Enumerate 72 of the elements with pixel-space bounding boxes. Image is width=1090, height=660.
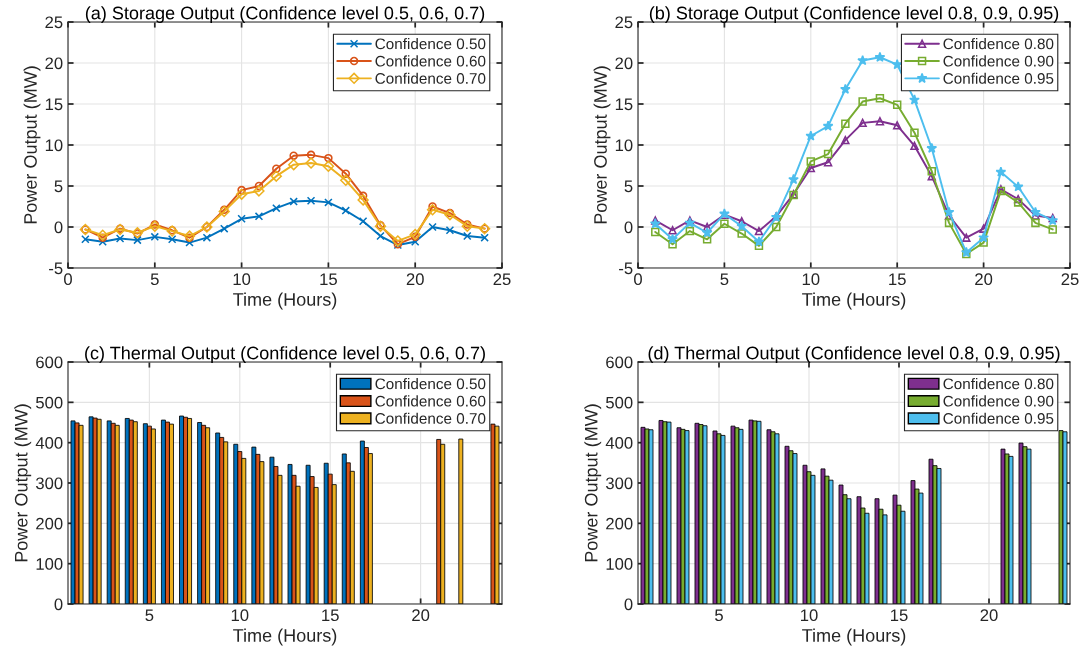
x-tick-label: 15 — [889, 273, 906, 286]
x-tick-label: 15 — [320, 273, 337, 286]
x-tick-label: 15 — [891, 609, 908, 622]
legend-label: Confidence 0.90 — [943, 395, 1054, 407]
chart-title: (b) Storage Output (Confidence level 0.8, 0.9, 0.95) — [649, 6, 1059, 23]
y-tick-label: 600 — [36, 356, 63, 369]
y-tick-label: 300 — [605, 477, 633, 490]
legend-label: Confidence 0.80 — [943, 378, 1054, 390]
x-tick-label: 5 — [720, 273, 729, 286]
y-tick-label: 500 — [36, 396, 63, 409]
legend-label: Confidence 0.80 — [943, 38, 1054, 50]
x-tick-label: 20 — [412, 609, 430, 622]
legend-label: Confidence 0.50 — [375, 38, 486, 50]
y-tick-label: 0 — [54, 221, 63, 234]
legend-label: Confidence 0.95 — [943, 72, 1054, 84]
x-tick-label: 25 — [493, 273, 511, 286]
x-axis-title: Time (Hours) — [233, 292, 337, 310]
y-tick-label: 400 — [605, 437, 633, 449]
chart-title: (a) Storage Output (Confidence level 0.5, 0.6, 0.7) — [85, 6, 485, 23]
x-tick-label: 15 — [322, 609, 339, 622]
y-tick-label: 10 — [615, 139, 633, 152]
y-tick-label: 5 — [54, 180, 63, 193]
x-axis-title: Time (Hours) — [802, 628, 906, 646]
y-tick-label: 300 — [35, 477, 63, 490]
y-tick-label: 5 — [624, 180, 633, 193]
x-axis-title: Time (Hours) — [802, 292, 906, 310]
legend-label: Confidence 0.70 — [375, 412, 486, 424]
y-axis-title: Power Output (MW) — [23, 66, 41, 224]
x-tick-label: 10 — [802, 273, 820, 286]
legend-label: Confidence 0.60 — [375, 55, 486, 67]
y-tick-label: 500 — [606, 396, 633, 409]
y-tick-label: 0 — [624, 221, 633, 234]
y-tick-label: 0 — [54, 598, 63, 611]
chart-title: (d) Thermal Output (Confidence level 0.8, 0.9, 0.95) — [648, 346, 1060, 363]
y-tick-label: 25 — [615, 16, 633, 29]
y-axis-title: Power Output (MW) — [593, 66, 611, 224]
y-axis-title: Power Output (MW) — [584, 404, 602, 562]
x-tick-label: 0 — [64, 273, 72, 286]
x-tick-label: 5 — [145, 609, 154, 622]
chart-title: (c) Thermal Output (Confidence level 0.5, 0.6, 0.7) — [85, 346, 485, 363]
x-tick-label: 10 — [231, 609, 249, 622]
x-tick-label: 0 — [634, 273, 642, 286]
y-tick-label: 200 — [36, 517, 63, 530]
legend-label: Confidence 0.90 — [943, 55, 1054, 67]
x-tick-label: 10 — [233, 273, 251, 286]
x-tick-label: 20 — [980, 609, 998, 622]
legend-label: Confidence 0.60 — [375, 395, 486, 407]
x-tick-label: 25 — [1061, 273, 1079, 286]
x-tick-label: 20 — [406, 273, 424, 286]
y-tick-label: 100 — [36, 558, 63, 570]
y-tick-label: 15 — [615, 98, 633, 111]
x-axis-title: Time (Hours) — [233, 628, 337, 646]
y-tick-label: 20 — [45, 57, 63, 70]
y-axis-title: Power Output (MW) — [14, 404, 32, 562]
y-tick-label: 20 — [615, 57, 633, 70]
y-tick-label: 25 — [45, 16, 63, 29]
y-tick-label: 200 — [606, 517, 633, 530]
y-tick-label: 0 — [624, 598, 633, 611]
y-tick-label: 400 — [35, 437, 63, 449]
y-tick-label: -5 — [619, 262, 633, 275]
x-tick-label: 5 — [715, 609, 723, 622]
y-tick-label: 15 — [45, 98, 63, 111]
x-tick-label: 20 — [975, 273, 993, 286]
y-tick-label: 10 — [45, 139, 63, 152]
x-tick-label: 5 — [150, 273, 159, 286]
legend-label: Confidence 0.70 — [375, 72, 486, 84]
y-tick-label: -5 — [49, 262, 63, 275]
x-tick-label: 10 — [801, 609, 818, 622]
legend-label: Confidence 0.50 — [375, 378, 486, 390]
y-tick-label: 600 — [606, 356, 633, 369]
y-tick-label: 100 — [606, 558, 633, 570]
legend-label: Confidence 0.95 — [943, 412, 1054, 424]
